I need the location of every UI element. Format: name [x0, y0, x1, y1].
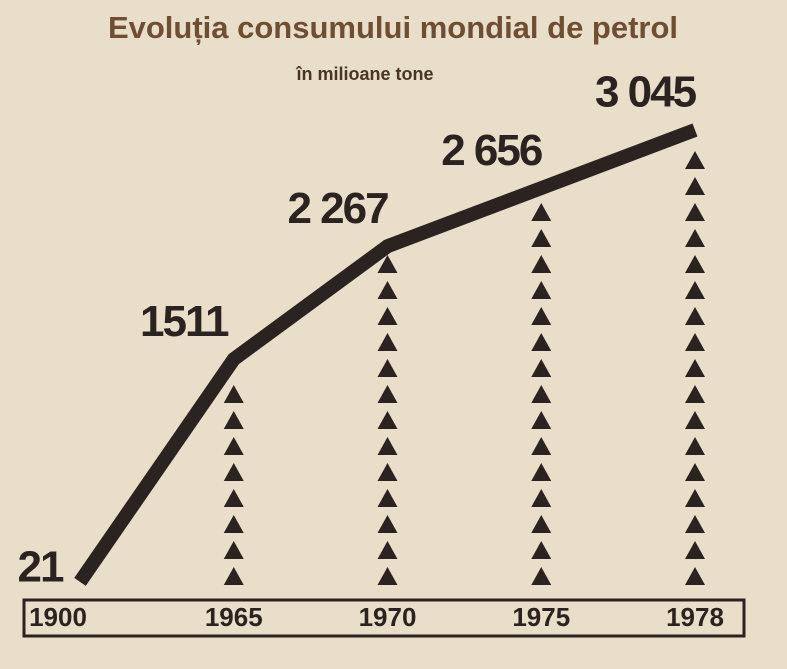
value-label: 21	[18, 542, 64, 591]
x-tick-label: 1970	[359, 602, 417, 632]
chart-subtitle: în milioane tone	[295, 64, 433, 84]
page: Evoluția consumului mondial de petrol în…	[0, 0, 787, 669]
x-tick-label: 1965	[205, 602, 263, 632]
value-label: 1511	[140, 297, 229, 346]
chart-title: Evoluția consumului mondial de petrol	[108, 10, 678, 45]
x-tick-label: 1978	[666, 602, 724, 632]
value-label: 3 045	[595, 68, 697, 117]
x-tick-label: 1900	[29, 602, 87, 632]
value-label: 2 656	[441, 126, 542, 175]
chart: Evoluția consumului mondial de petrol în…	[0, 0, 787, 669]
value-label: 2 267	[287, 184, 388, 233]
x-tick-label: 1975	[512, 602, 570, 632]
